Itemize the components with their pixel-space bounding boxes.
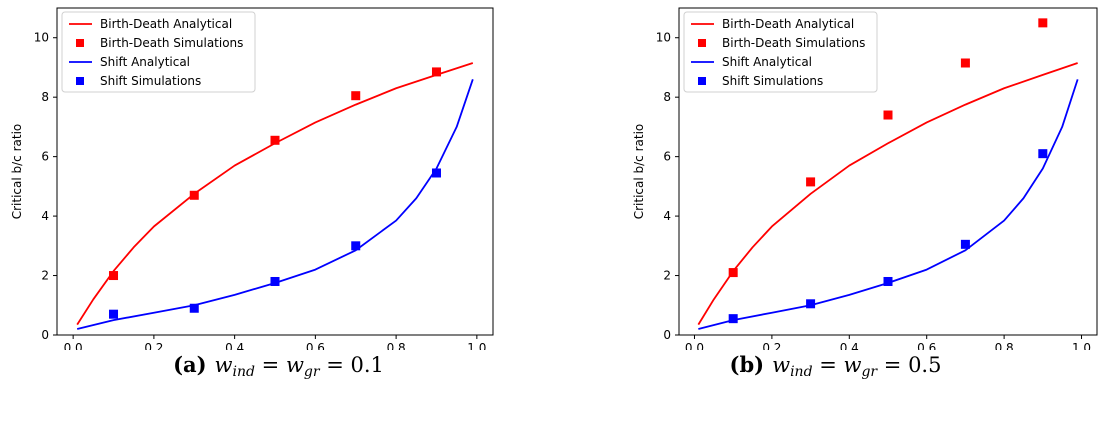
legend-label-shift-simulations: Shift Simulations: [722, 74, 823, 88]
caption-tag: (b): [729, 352, 765, 377]
caption-subscript-gr: gr: [303, 364, 320, 380]
y-tick-label: 0: [41, 328, 49, 342]
legend-label-birth-death-analytical: Birth-Death Analytical: [722, 17, 854, 31]
caption-equals-w: = w: [812, 353, 862, 377]
caption-tag: (a): [173, 352, 207, 377]
caption-symbol: w: [214, 353, 233, 377]
legend-label-birth-death-analytical: Birth-Death Analytical: [100, 17, 232, 31]
shift-simulations-point: [960, 239, 970, 249]
x-tick-label: 0.0: [64, 341, 83, 350]
y-tick-label: 6: [663, 150, 671, 164]
caption-equals-w: = w: [255, 353, 304, 377]
shift-analytical-line: [76, 79, 474, 330]
x-tick-label: 0.8: [387, 341, 406, 350]
shift-simulations-point: [1038, 149, 1048, 159]
x-tick-label: 0.8: [995, 341, 1014, 350]
legend-swatch-birth-death-simulations: [698, 39, 706, 47]
x-tick-label: 0.4: [225, 341, 244, 350]
caption-value: = 0.5: [877, 353, 942, 377]
caption-subscript-ind: ind: [232, 364, 255, 380]
caption-subscript-ind: ind: [790, 364, 813, 380]
x-tick-label: 1.0: [1072, 341, 1091, 350]
legend-label-birth-death-simulations: Birth-Death Simulations: [722, 36, 865, 50]
y-axis-label: Critical b/c ratio: [632, 124, 646, 220]
birth-death-simulations-point: [806, 177, 816, 187]
shift-analytical-line: [698, 79, 1079, 330]
x-tick-label: 0.6: [917, 341, 936, 350]
y-tick-label: 10: [34, 31, 49, 45]
legend-box: [61, 11, 256, 93]
panel-a: 0.00.20.40.60.81.00246810Migration RateC…: [0, 7, 557, 380]
panel-b: 0.00.20.40.60.81.00246810Migration RateC…: [557, 0, 1114, 423]
y-tick-label: 0: [663, 328, 671, 342]
chart-a: 0.00.20.40.60.81.00246810Migration RateC…: [10, 7, 494, 350]
x-tick-label: 1.0: [467, 341, 486, 350]
y-tick-label: 8: [663, 90, 671, 104]
birth-death-simulations-point: [883, 110, 893, 120]
y-tick-label: 2: [41, 269, 49, 283]
legend-label-shift-analytical: Shift Analytical: [722, 55, 812, 69]
legend-label-shift-simulations: Shift Simulations: [100, 74, 201, 88]
shift-simulations-point: [351, 241, 361, 251]
birth-death-simulations-point: [431, 67, 441, 77]
legend-swatch-birth-death-simulations: [76, 39, 84, 47]
caption-b: (b) wind = wgr = 0.5: [557, 352, 1114, 380]
shift-simulations-point: [883, 276, 893, 286]
x-tick-label: 0.2: [762, 341, 781, 350]
legend-box: [683, 11, 878, 93]
birth-death-simulations-point: [1038, 18, 1048, 28]
birth-death-simulations-point: [351, 91, 361, 101]
x-tick-label: 0.4: [840, 341, 859, 350]
x-tick-label: 0.0: [685, 341, 704, 350]
y-axis-label: Critical b/c ratio: [10, 124, 24, 220]
shift-simulations-point: [189, 303, 199, 313]
birth-death-simulations-point: [728, 268, 738, 278]
legend-label-birth-death-simulations: Birth-Death Simulations: [100, 36, 243, 50]
caption-subscript-gr: gr: [861, 364, 878, 380]
plot-frame: [56, 7, 494, 336]
y-tick-label: 10: [656, 31, 671, 45]
shift-simulations-point: [431, 168, 441, 178]
shift-simulations-point: [270, 276, 280, 286]
birth-death-simulations-point: [960, 58, 970, 68]
shift-simulations-point: [109, 309, 119, 319]
legend-swatch-shift-simulations: [76, 77, 84, 85]
birth-death-simulations-point: [189, 190, 199, 200]
caption-value: = 0.1: [319, 353, 384, 377]
y-tick-label: 6: [41, 150, 49, 164]
y-tick-label: 8: [41, 90, 49, 104]
x-tick-label: 0.2: [144, 341, 163, 350]
x-tick-label: 0.6: [306, 341, 325, 350]
legend-swatch-shift-simulations: [698, 77, 706, 85]
caption-a: (a) wind = wgr = 0.1: [0, 352, 557, 380]
birth-death-simulations-point: [109, 271, 119, 281]
shift-simulations-point: [728, 314, 738, 324]
y-tick-label: 4: [663, 209, 671, 223]
birth-death-simulations-point: [270, 135, 280, 145]
chart-b: 0.00.20.40.60.81.00246810Migration RateC…: [632, 7, 1098, 350]
shift-simulations-point: [806, 299, 816, 309]
y-tick-label: 4: [41, 209, 49, 223]
y-tick-label: 2: [663, 269, 671, 283]
caption-symbol: w: [772, 353, 791, 377]
plot-frame: [678, 7, 1098, 336]
legend-label-shift-analytical: Shift Analytical: [100, 55, 190, 69]
